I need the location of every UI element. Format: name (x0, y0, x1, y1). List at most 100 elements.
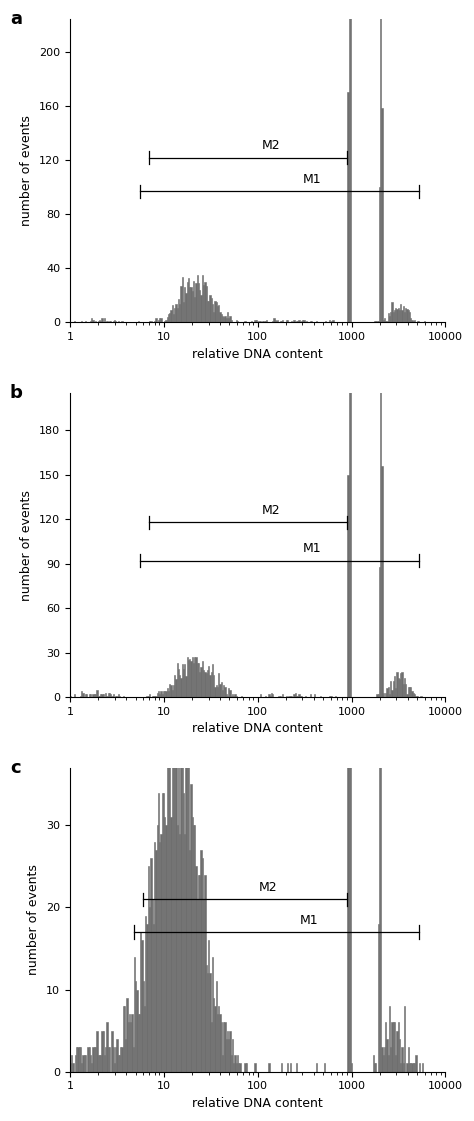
Bar (195, 867, 197, 1072)
Bar (177, 825, 178, 1072)
Bar (159, 842, 160, 1072)
Bar (81, 321, 82, 323)
Bar (92, 694, 94, 697)
Bar (162, 694, 163, 697)
Bar (374, 1064, 375, 1072)
Bar (111, 1030, 113, 1072)
Bar (228, 688, 229, 697)
Bar (118, 1055, 119, 1072)
Bar (113, 694, 114, 697)
Bar (140, 932, 141, 1072)
Bar (94, 694, 95, 697)
Bar (207, 973, 208, 1072)
Bar (286, 319, 287, 323)
Bar (158, 793, 159, 1072)
Bar (301, 695, 302, 697)
Bar (188, 278, 189, 323)
Bar (280, 321, 281, 323)
Bar (287, 1064, 288, 1072)
Bar (227, 1030, 228, 1072)
Bar (187, 282, 188, 323)
Bar (159, 318, 160, 323)
Bar (185, 645, 187, 1072)
Bar (420, 695, 421, 697)
Bar (226, 1039, 227, 1072)
Bar (271, 693, 272, 697)
Bar (237, 1055, 238, 1072)
Bar (295, 693, 296, 697)
Bar (156, 693, 158, 697)
Bar (335, 695, 336, 697)
Bar (331, 321, 332, 323)
Bar (281, 321, 282, 323)
Bar (218, 305, 219, 323)
Bar (212, 304, 213, 323)
Bar (99, 695, 100, 697)
Bar (198, 284, 199, 323)
Bar (109, 321, 110, 323)
Bar (281, 1064, 282, 1072)
Bar (232, 1039, 233, 1072)
Bar (383, 319, 384, 323)
Bar (121, 1047, 123, 1072)
Bar (164, 817, 165, 1072)
Bar (153, 695, 154, 697)
Bar (280, 695, 281, 697)
Bar (197, 663, 198, 697)
Bar (193, 280, 194, 323)
Bar (409, 312, 410, 323)
Bar (288, 695, 290, 697)
Bar (238, 1064, 239, 1072)
Bar (204, 671, 206, 697)
Bar (206, 674, 207, 697)
Bar (350, 0, 351, 323)
Bar (173, 685, 174, 697)
Bar (141, 941, 143, 1072)
Bar (135, 981, 137, 1072)
Bar (206, 286, 207, 323)
Bar (297, 321, 299, 323)
Bar (349, 0, 350, 323)
Bar (108, 693, 109, 697)
Bar (386, 321, 388, 323)
Bar (227, 695, 228, 697)
Bar (188, 686, 189, 1072)
Bar (184, 665, 185, 697)
Bar (110, 321, 111, 323)
Text: M1: M1 (303, 173, 322, 186)
Bar (88, 1047, 89, 1072)
Bar (376, 694, 378, 697)
Bar (155, 850, 156, 1072)
Bar (98, 695, 99, 697)
Bar (404, 1006, 405, 1072)
Bar (403, 306, 404, 323)
Bar (73, 321, 75, 323)
Bar (100, 321, 101, 323)
Bar (296, 695, 297, 697)
Bar (108, 1047, 109, 1072)
Bar (389, 694, 390, 697)
Bar (204, 282, 206, 323)
Bar (174, 675, 175, 697)
Bar (415, 1055, 417, 1072)
Bar (311, 321, 312, 323)
Bar (350, 587, 351, 1072)
Bar (183, 793, 184, 1072)
Bar (165, 691, 166, 697)
Bar (152, 899, 153, 1072)
Bar (163, 691, 164, 697)
Bar (162, 793, 163, 1072)
Bar (173, 314, 174, 323)
Bar (133, 1047, 134, 1072)
Bar (223, 685, 224, 697)
Bar (236, 695, 237, 697)
Bar (246, 1064, 247, 1072)
Bar (85, 694, 86, 697)
Bar (216, 981, 217, 1072)
Bar (174, 702, 175, 1072)
Bar (119, 695, 120, 697)
Bar (202, 859, 203, 1072)
Bar (278, 695, 280, 697)
Bar (347, 726, 349, 1072)
Bar (310, 321, 311, 323)
